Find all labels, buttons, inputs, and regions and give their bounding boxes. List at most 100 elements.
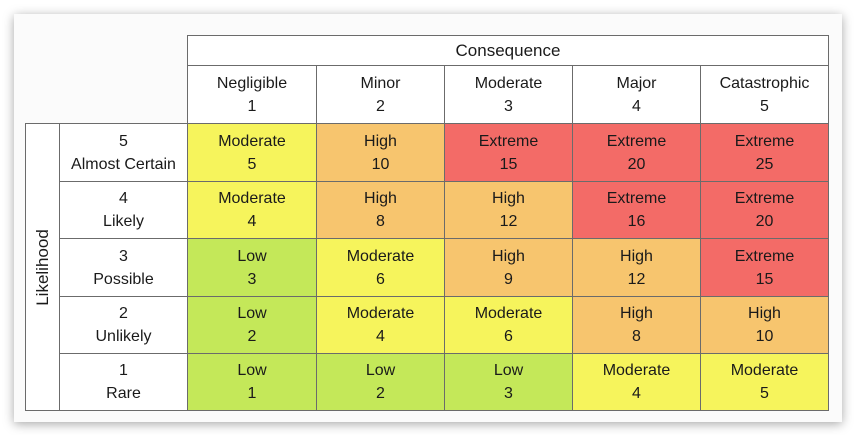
risk-level: Low [365, 362, 396, 379]
risk-cell: High 10 [316, 123, 445, 182]
risk-level: High [620, 305, 653, 322]
likelihood-number: 1 [119, 362, 128, 379]
risk-level: Moderate [602, 362, 671, 379]
likelihood-number: 4 [119, 190, 128, 207]
risk-level: Low [237, 305, 267, 322]
likelihood-header-almost-certain: 5 Almost Certain [59, 123, 188, 182]
likelihood-header-unlikely: 2 Unlikely [59, 296, 188, 354]
risk-cell: High 8 [316, 181, 445, 239]
risk-score: 5 [247, 155, 257, 173]
risk-cell: Moderate 5 [700, 353, 829, 411]
risk-cell: Extreme 25 [700, 123, 829, 182]
risk-level: Moderate [730, 362, 799, 379]
consequence-name: Moderate [474, 74, 543, 92]
risk-score: 10 [755, 328, 774, 345]
consequence-name: Minor [360, 74, 401, 92]
risk-level: High [492, 247, 525, 265]
risk-cell: Extreme 15 [700, 238, 829, 297]
risk-cell: Moderate 4 [572, 353, 701, 411]
consequence-header-catastrophic: Catastrophic 5 [700, 65, 829, 124]
risk-score: 15 [499, 155, 518, 173]
likelihood-number: 5 [119, 132, 128, 150]
risk-score: 3 [504, 385, 513, 402]
risk-score: 4 [632, 385, 641, 402]
risk-level: Extreme [606, 190, 667, 207]
risk-level: Low [237, 247, 267, 265]
likelihood-name: Unlikely [95, 328, 152, 345]
risk-cell: Moderate 5 [187, 123, 317, 182]
risk-score: 10 [371, 155, 390, 173]
risk-score: 2 [376, 385, 385, 402]
consequence-header-moderate: Moderate 3 [444, 65, 573, 124]
risk-cell: Extreme 15 [444, 123, 573, 182]
likelihood-title-text: Likelihood [33, 228, 52, 306]
risk-score: 4 [247, 213, 257, 230]
risk-score: 5 [760, 385, 769, 402]
likelihood-title: Likelihood [25, 123, 60, 411]
risk-cell: Moderate 6 [316, 238, 445, 297]
risk-cell: Extreme 20 [700, 181, 829, 239]
consequence-name: Catastrophic [719, 74, 810, 92]
risk-level: Moderate [218, 190, 286, 207]
risk-score: 2 [247, 328, 257, 345]
risk-cell: Low 1 [187, 353, 317, 411]
risk-level: Extreme [734, 132, 795, 150]
consequence-number: 1 [247, 97, 257, 115]
consequence-number: 5 [760, 97, 769, 115]
risk-cell: Extreme 16 [572, 181, 701, 239]
risk-level: Extreme [734, 190, 795, 207]
risk-level: Low [237, 362, 267, 379]
risk-cell: Extreme 20 [572, 123, 701, 182]
consequence-header-major: Major 4 [572, 65, 701, 124]
likelihood-header-possible: 3 Possible [59, 238, 188, 297]
consequence-number: 2 [376, 97, 385, 115]
likelihood-number: 3 [119, 247, 128, 265]
risk-level: High [748, 305, 781, 322]
risk-score: 20 [627, 155, 646, 173]
risk-cell: Low 2 [316, 353, 445, 411]
risk-score: 16 [627, 213, 646, 230]
risk-level: Extreme [606, 132, 667, 150]
consequence-name: Negligible [216, 74, 288, 92]
risk-level: Extreme [734, 247, 795, 265]
risk-level: High [492, 190, 525, 207]
risk-cell: Low 2 [187, 296, 317, 354]
consequence-number: 4 [632, 97, 641, 115]
likelihood-header-likely: 4 Likely [59, 181, 188, 239]
risk-cell: Low 3 [187, 238, 317, 297]
consequence-header-minor: Minor 2 [316, 65, 445, 124]
risk-level: Extreme [478, 132, 539, 150]
consequence-header-negligible: Negligible 1 [187, 65, 317, 124]
likelihood-name: Almost Certain [71, 155, 176, 173]
risk-level: Low [493, 362, 524, 379]
risk-score: 1 [247, 385, 257, 402]
risk-score: 6 [376, 270, 385, 288]
risk-score: 15 [755, 270, 774, 288]
risk-cell: High 9 [444, 238, 573, 297]
risk-cell: High 12 [572, 238, 701, 297]
likelihood-name: Possible [93, 270, 154, 288]
risk-cell: High 10 [700, 296, 829, 354]
risk-level: Moderate [218, 132, 286, 150]
risk-level: Moderate [474, 305, 543, 322]
risk-score: 12 [627, 270, 646, 288]
consequence-title-text: Consequence [455, 41, 561, 60]
risk-level: Moderate [346, 247, 415, 265]
likelihood-name: Rare [106, 385, 141, 402]
likelihood-header-rare: 1 Rare [59, 353, 188, 411]
risk-cell: Low 3 [444, 353, 573, 411]
likelihood-name: Likely [103, 213, 144, 230]
risk-score: 4 [376, 328, 385, 345]
risk-score: 9 [504, 270, 513, 288]
risk-score: 20 [755, 213, 774, 230]
risk-cell: Moderate 6 [444, 296, 573, 354]
risk-cell: High 8 [572, 296, 701, 354]
risk-level: High [620, 247, 653, 265]
consequence-name: Major [616, 74, 657, 92]
risk-level: Moderate [346, 305, 415, 322]
consequence-number: 3 [504, 97, 513, 115]
risk-cell: Moderate 4 [187, 181, 317, 239]
risk-level: High [364, 190, 397, 207]
risk-cell: High 12 [444, 181, 573, 239]
risk-score: 3 [247, 270, 257, 288]
